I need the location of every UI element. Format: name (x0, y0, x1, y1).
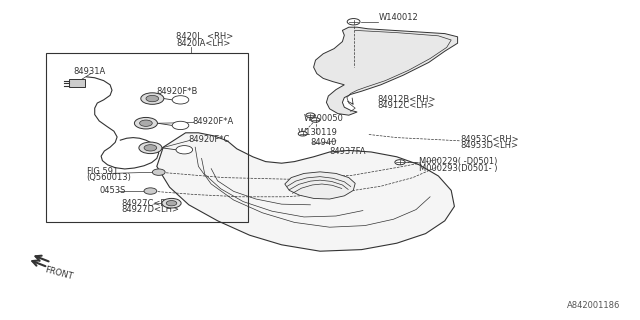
Circle shape (141, 93, 164, 104)
Circle shape (176, 146, 193, 154)
Text: 0453S: 0453S (99, 186, 125, 195)
Circle shape (395, 160, 405, 165)
Text: 8420IA<LH>: 8420IA<LH> (176, 39, 230, 48)
Text: FRONT: FRONT (44, 266, 74, 282)
Text: W140012: W140012 (379, 13, 419, 22)
Text: 84920F*B: 84920F*B (157, 87, 198, 96)
Circle shape (348, 19, 360, 25)
Text: 84927C<RH>: 84927C<RH> (122, 199, 180, 208)
Circle shape (298, 132, 307, 136)
Circle shape (146, 95, 159, 102)
Text: M000229( -D0501): M000229( -D0501) (419, 157, 497, 166)
Text: W130119: W130119 (298, 128, 337, 137)
Circle shape (139, 142, 162, 154)
Text: W300050: W300050 (304, 114, 344, 123)
Polygon shape (69, 79, 85, 87)
Text: FIG.591: FIG.591 (86, 167, 118, 176)
Text: 8420L  <RH>: 8420L <RH> (176, 32, 233, 41)
Text: M000293(D0501- ): M000293(D0501- ) (419, 164, 498, 172)
Circle shape (134, 117, 157, 129)
Text: 84931A: 84931A (74, 68, 106, 76)
Polygon shape (157, 133, 454, 251)
Circle shape (144, 145, 157, 151)
Text: 84912B<RH>: 84912B<RH> (378, 95, 436, 104)
Circle shape (172, 96, 189, 104)
Circle shape (306, 113, 315, 117)
Circle shape (311, 118, 320, 122)
Bar (46, 53, 248, 222)
Text: 84920F*C: 84920F*C (189, 135, 230, 144)
Polygon shape (314, 27, 458, 115)
Text: 84953D<LH>: 84953D<LH> (461, 141, 519, 150)
Circle shape (162, 198, 181, 208)
Polygon shape (285, 172, 355, 199)
Circle shape (144, 188, 157, 194)
Text: (Q560013): (Q560013) (86, 173, 131, 182)
Text: A842001186: A842001186 (568, 301, 621, 310)
Circle shape (166, 201, 177, 206)
Circle shape (140, 120, 152, 126)
Circle shape (152, 169, 165, 175)
Text: 84920F*A: 84920F*A (192, 117, 233, 126)
Circle shape (172, 121, 189, 130)
Text: 84927D<LH>: 84927D<LH> (122, 205, 180, 214)
Text: 84940: 84940 (310, 138, 337, 147)
Text: 84937FA: 84937FA (330, 148, 366, 156)
Text: 84953C<RH>: 84953C<RH> (461, 135, 520, 144)
Text: 84912C<LH>: 84912C<LH> (378, 101, 435, 110)
